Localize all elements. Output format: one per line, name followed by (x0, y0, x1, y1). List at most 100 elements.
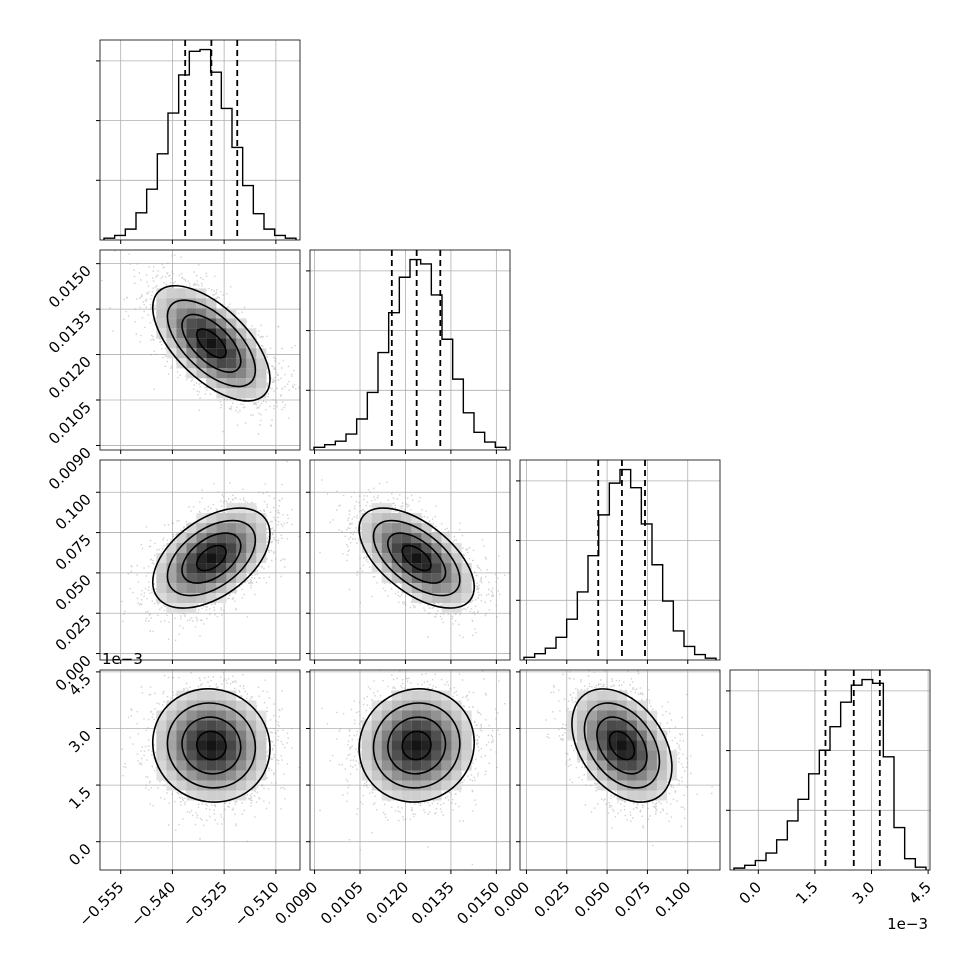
density-cell (586, 730, 597, 741)
density-cell (236, 780, 247, 791)
density-cell (186, 573, 197, 584)
density-cell (246, 503, 257, 514)
density-cell (431, 780, 442, 791)
density-cell (156, 288, 167, 299)
density-cell (411, 730, 422, 741)
density-cell (636, 790, 647, 801)
density-cell (401, 533, 412, 544)
density-cell (441, 593, 452, 604)
density-cell (606, 710, 617, 721)
density-cell (616, 730, 627, 741)
density-cell (226, 760, 237, 771)
density-cell (216, 513, 227, 524)
density-cell (451, 700, 462, 711)
density-cell (206, 348, 217, 359)
density-cell (246, 730, 257, 741)
hist-frame (309, 249, 511, 451)
scatter-panel-1-0 (96, 249, 301, 454)
density-cell (196, 348, 207, 359)
density-cell (206, 760, 217, 771)
contour-line (387, 532, 447, 584)
density-cell (206, 583, 217, 594)
density-cell (626, 790, 637, 801)
y-tick-label: 0.0120 (45, 353, 95, 403)
density-cell (421, 710, 432, 721)
density-cell (176, 573, 187, 584)
density-cell (246, 533, 257, 544)
density-cell (606, 750, 617, 761)
density-cell (256, 750, 267, 761)
contour-line (166, 519, 257, 597)
density-cell (186, 710, 197, 721)
density-cell (401, 690, 412, 701)
x-tick-label: 1.5 (792, 878, 822, 908)
density-cell (606, 780, 617, 791)
density-cell (206, 368, 217, 379)
density-cell (166, 700, 177, 711)
density-cell (586, 690, 597, 701)
density-cell (381, 720, 392, 731)
density-cell (166, 750, 177, 761)
density-cell (256, 720, 267, 731)
density-cell (156, 770, 167, 781)
density-cell (431, 720, 442, 731)
density-cell (381, 553, 392, 564)
hist-panel-1 (306, 249, 511, 454)
density-cell (381, 760, 392, 771)
density-cell (176, 288, 187, 299)
density-cell (431, 583, 442, 594)
x-tick-label: 0.0135 (408, 878, 458, 928)
density-cell (156, 318, 167, 329)
density-cell (196, 308, 207, 319)
density-cell (206, 308, 217, 319)
density-cell (216, 328, 227, 339)
density-cell (616, 760, 627, 771)
density-cell (226, 328, 237, 339)
density-cell (236, 573, 247, 584)
density-cell (196, 563, 207, 574)
density-cell (256, 543, 267, 554)
density-cell (246, 780, 257, 791)
density-cell (391, 700, 402, 711)
scatter-content (100, 250, 300, 450)
contour-line (181, 716, 242, 775)
density-cell (596, 740, 607, 751)
density-cell (431, 740, 442, 751)
density-cell (216, 770, 227, 781)
density-cell (196, 533, 207, 544)
density-cell (216, 338, 227, 349)
density-cell (196, 368, 207, 379)
x-tick-label: 0.0 (736, 878, 766, 908)
contour-line (151, 507, 271, 609)
contour-line (181, 313, 242, 373)
density-cell (186, 308, 197, 319)
density-cell (246, 358, 257, 369)
contour-line (372, 702, 461, 789)
density-cell (391, 523, 402, 534)
density-cell (166, 318, 177, 329)
density-cell (421, 690, 432, 701)
density-cell (186, 338, 197, 349)
density-cell (256, 770, 267, 781)
density-cell (236, 553, 247, 564)
density-cell (236, 378, 247, 389)
x-tick-label: 4.5 (905, 878, 935, 908)
density-cell (411, 720, 422, 731)
density-cell (156, 563, 167, 574)
density-cell (636, 720, 647, 731)
scatter-panel-2-0 (96, 459, 301, 664)
density-cell (451, 593, 462, 604)
contour-line (358, 507, 476, 609)
density-cell (596, 690, 607, 701)
contour-line (401, 730, 432, 761)
density-cell (236, 750, 247, 761)
density-cell (206, 740, 217, 751)
density-cell (206, 328, 217, 339)
density-cell (156, 308, 167, 319)
density-cell (156, 710, 167, 721)
density-cell (361, 750, 372, 761)
density-cell (371, 740, 382, 751)
density-cell (646, 750, 657, 761)
density-cell (216, 780, 227, 791)
x-tick-label: −0.555 (76, 878, 128, 930)
